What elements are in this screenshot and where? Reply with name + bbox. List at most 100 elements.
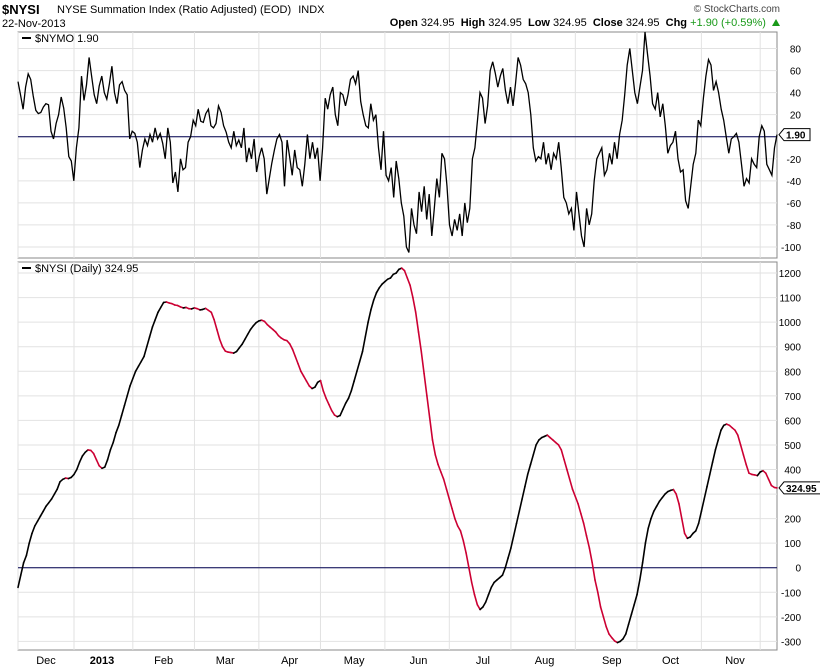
x-tick-label: Jun [410,655,428,667]
nysi-series-segment [454,517,459,527]
nysi-series-segment [622,633,627,640]
nymo-ytick-label: 60 [790,67,802,78]
nysi-legend-label: $NYSI (Daily) 324.95 [35,263,138,275]
nysi-ytick-label: 700 [784,392,801,403]
nysi-last-value-box [778,481,820,495]
nysi-last-value-tag: 324.95 [778,481,820,495]
nysi-panel: -300 -200 -100 0 100 200 400 500 600 700 800 900 100… [17,261,820,651]
nysi-ytick-label: 1200 [779,269,802,280]
nysi-series-segment [367,309,372,324]
nysi-series-segment [742,453,748,466]
nysi-series-segment [512,522,518,537]
low-label: Low [527,17,550,29]
nysi-series-segment [426,394,431,419]
nysi-series-segment [714,439,720,451]
nysi-series-segment [22,554,28,564]
nysi-series-segment [358,350,364,363]
symbol-title: $NYSI [2,2,40,17]
nysi-series-segment [700,498,706,513]
nysi-series-segment [599,606,605,618]
nysi-series-segment [132,370,137,380]
nysi-series-segment [577,503,582,515]
x-tick-label: Jul [476,655,490,667]
nysi-series-segment [767,478,773,487]
nysi-series-segment [50,493,56,500]
nysi-series-segment [641,542,647,564]
nysi-series-segment [25,542,31,557]
nysi-series-segment [414,311,420,333]
nysi-series-segment [288,342,294,351]
nysi-series-segment [112,431,117,444]
nysi-series-segment [361,336,367,353]
exchange-text: INDX [298,4,325,16]
nysi-series-segment [244,333,249,341]
nysi-series-segment [118,414,123,427]
nymo-last-value-box [778,128,811,142]
nysi-series-segment [120,404,126,417]
nysi-series-segment [104,458,109,468]
nysi-series-segment [708,461,714,476]
nysi-series-segment [406,277,411,287]
x-tick-label: Oct [662,655,679,667]
nysi-last-value-text: 324.95 [786,484,817,495]
nysi-series-segment [456,525,462,532]
nysi-series-segment [566,468,571,481]
nysi-series-segment [521,485,526,500]
nysi-series-segment [76,461,81,471]
watermark: © StockCharts.com [693,4,780,15]
nysi-series-segment [350,380,355,392]
nysi-series-segment [524,473,529,488]
nysi-plot-frame [17,261,778,651]
nysi-series-segment [518,498,523,513]
nysi-series-segment [33,520,39,527]
nysi-series-segment [221,345,227,352]
nysi-series-segment [106,449,112,461]
ohlc-summary: Open 324.95 High 324.95 Low 324.95 Close… [390,17,780,29]
nysi-series-segment [39,510,45,518]
nysi-series-segment [470,581,476,596]
nysi-series-segment [468,566,473,584]
nysi-series-segment [95,458,100,467]
nysi-series-segment [560,449,565,461]
chart-header: $NYSI NYSE Summation Index (Ratio Adjust… [0,0,820,32]
nysi-series-segment [448,498,453,510]
nysi-series-segment [644,527,650,545]
nysi-series-segment [535,439,540,446]
nysi-series-segment [451,507,456,520]
nysi-series-segment [364,321,369,338]
nysi-series-segment [515,510,521,525]
nysi-series-segment [322,390,327,400]
nysi-series-segment [73,468,78,476]
nysi-series-segment [571,488,577,498]
nysi-series-segment [143,345,148,358]
nysi-series-segment [330,409,336,416]
nysi-series-segment [636,579,641,596]
nysi-series-segment [53,488,59,495]
nysi-series-segment [580,512,585,525]
nysi-series-segment [157,306,162,314]
nysi-series-segment [428,417,434,441]
nymo-ytick-label: 80 [790,45,802,56]
x-tick-label: Feb [154,655,173,667]
nysi-series-segment [115,424,120,434]
x-tick-label: Dec [36,655,56,667]
nysi-series-segment [356,360,361,373]
nysi-series-segment [501,566,507,576]
nysi-series-segment [412,296,417,314]
nysi-series-segment [134,365,140,373]
nysi-series-segment [431,439,437,456]
nysi-series-segment [434,453,439,466]
nysi-series-segment [596,591,602,608]
nysi-series-segment [92,452,98,461]
nysi-series-segment [291,348,297,358]
nysi-ytick-label: 1100 [779,294,801,305]
nysi-series-segment [328,403,333,412]
nymo-plot-frame [17,31,778,259]
nysi-series-segment [375,286,381,294]
nysi-ytick-label: 0 [795,564,801,575]
nysi-ytick-label: -100 [781,588,801,599]
nysi-series-segment [302,375,308,382]
nysi-ytick-label: 600 [784,416,801,427]
nysi-series-segment [297,363,302,373]
nysi-series-segment [638,561,644,581]
